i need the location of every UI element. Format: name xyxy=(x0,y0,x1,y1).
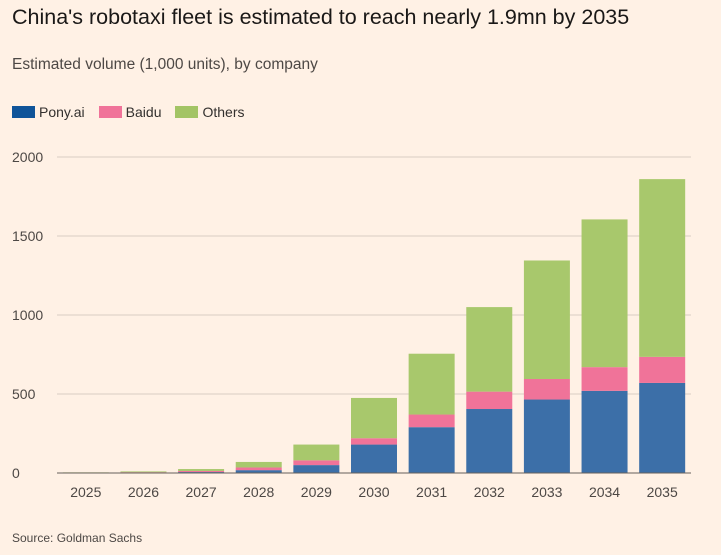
y-tick-label: 2000 xyxy=(12,149,43,165)
bar-others-2035 xyxy=(639,179,686,357)
bar-others-2034 xyxy=(581,219,628,368)
x-tick-label: 2030 xyxy=(358,484,389,500)
legend-swatch-others xyxy=(175,106,199,118)
x-tick-label: 2033 xyxy=(531,484,562,500)
legend-label-ponyai: Pony.ai xyxy=(39,104,85,120)
bar-baidu-2032 xyxy=(466,391,513,410)
legend-label-others: Others xyxy=(202,104,245,120)
y-tick-label: 1000 xyxy=(12,307,43,323)
legend-swatch-ponyai xyxy=(12,106,35,118)
bar-ponyai-2032 xyxy=(466,409,513,473)
x-tick-label: 2031 xyxy=(416,484,447,500)
bar-baidu-2030 xyxy=(351,438,397,445)
x-tick-label: 2035 xyxy=(647,484,678,500)
bar-others-2033 xyxy=(523,260,570,379)
chart-title: China's robotaxi fleet is estimated to r… xyxy=(12,5,630,29)
x-tick-label: 2032 xyxy=(474,484,505,500)
bar-others-2029 xyxy=(293,444,340,461)
bar-others-2032 xyxy=(466,307,513,392)
bar-ponyai-2029 xyxy=(293,465,340,473)
bar-baidu-2033 xyxy=(523,378,570,400)
bar-others-2031 xyxy=(408,353,455,415)
bar-baidu-2031 xyxy=(408,414,455,428)
bar-ponyai-2028 xyxy=(235,470,282,473)
bar-ponyai-2033 xyxy=(523,399,570,473)
bar-ponyai-2034 xyxy=(581,390,628,473)
x-tick-label: 2034 xyxy=(589,484,620,500)
x-tick-label: 2027 xyxy=(186,484,217,500)
legend-swatch-baidu xyxy=(98,106,122,118)
x-tick-label: 2028 xyxy=(243,484,274,500)
bar-ponyai-2031 xyxy=(408,427,455,473)
bar-others-2027 xyxy=(178,469,225,471)
legend-item-others: Others xyxy=(175,104,245,120)
bar-baidu-2035 xyxy=(639,356,686,383)
y-tick-label: 500 xyxy=(12,386,36,402)
legend-label-baidu: Baidu xyxy=(125,104,162,120)
x-tick-label: 2026 xyxy=(128,484,159,500)
bar-baidu-2029 xyxy=(293,460,340,466)
legend-item-baidu: Baidu xyxy=(98,104,162,120)
bar-ponyai-2035 xyxy=(639,382,686,473)
legend: Pony.ai Baidu Others xyxy=(12,104,245,120)
source-note: Source: Goldman Sachs xyxy=(12,531,143,545)
x-tick-label: 2029 xyxy=(301,484,332,500)
bar-others-2028 xyxy=(235,461,282,468)
bar-baidu-2027 xyxy=(178,470,225,473)
bar-others-2030 xyxy=(351,397,397,439)
bar-baidu-2028 xyxy=(235,467,282,471)
chart-subtitle: Estimated volume (1,000 units), by compa… xyxy=(12,56,318,73)
bar-ponyai-2030 xyxy=(351,444,397,473)
legend-item-ponyai: Pony.ai xyxy=(12,104,85,120)
bar-others-2026 xyxy=(120,471,167,473)
y-tick-label: 0 xyxy=(12,465,20,481)
y-tick-label: 1500 xyxy=(12,228,43,244)
x-tick-label: 2025 xyxy=(70,484,101,500)
bar-baidu-2034 xyxy=(581,367,628,391)
